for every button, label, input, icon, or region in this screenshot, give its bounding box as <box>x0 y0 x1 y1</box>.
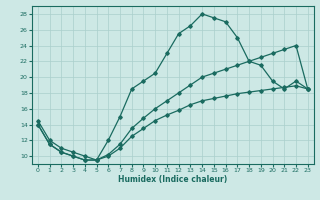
X-axis label: Humidex (Indice chaleur): Humidex (Indice chaleur) <box>118 175 228 184</box>
